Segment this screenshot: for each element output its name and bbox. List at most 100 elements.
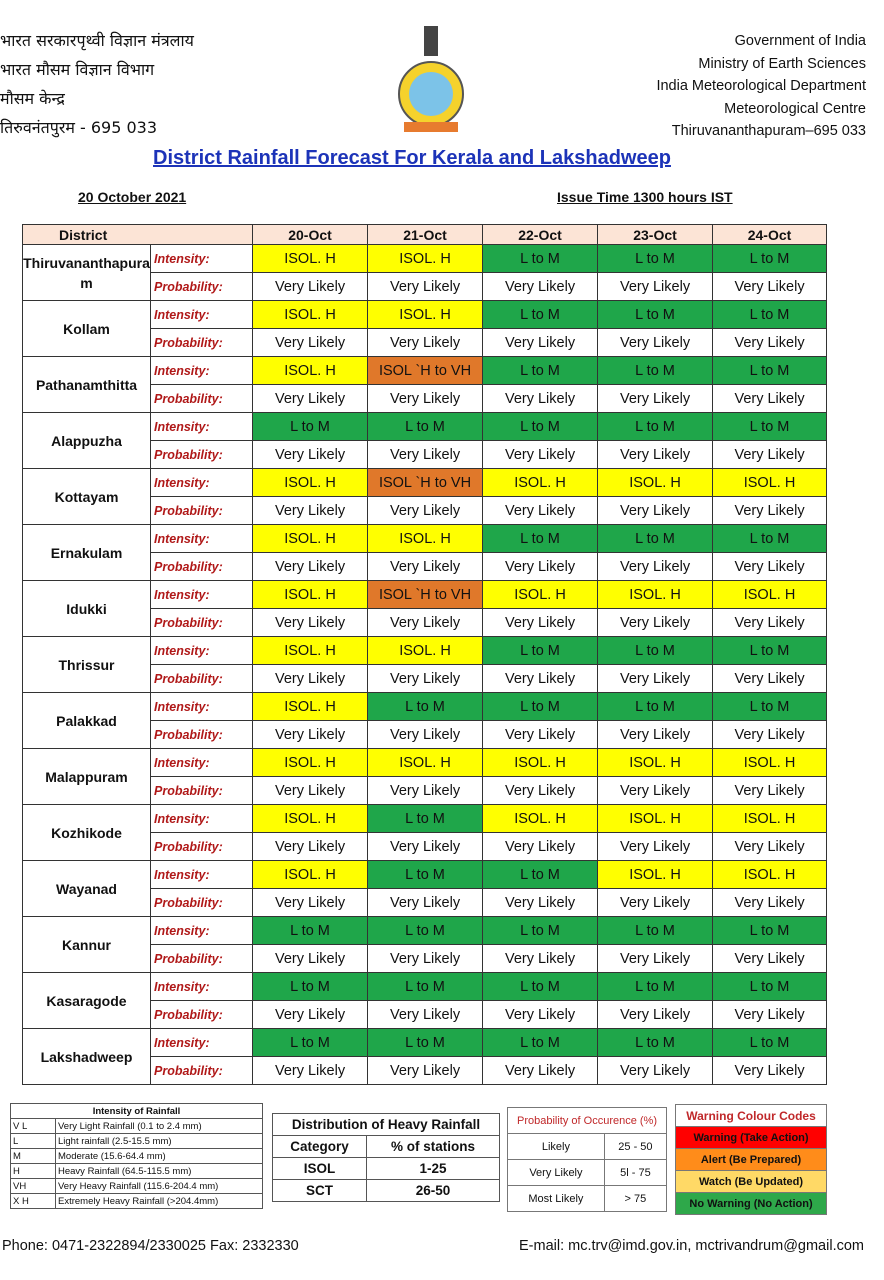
probability-cell: Very Likely	[482, 328, 599, 357]
intensity-cell: L to M	[597, 916, 714, 945]
district-name: Idukki	[22, 580, 151, 637]
intensity-cell: ISOL. H	[597, 804, 714, 833]
probability-cell: Very Likely	[712, 888, 828, 917]
hindi-line: भारत सरकारपृथ्वी विज्ञान मंत्रलाय	[0, 31, 194, 50]
probability-cell: Very Likely	[252, 1000, 369, 1029]
row-label: Intensity:	[149, 916, 254, 945]
intensity-cell: ISOL. H	[482, 748, 599, 777]
intensity-cell: L to M	[712, 356, 828, 385]
english-line: Thiruvananthapuram–695 033	[671, 123, 866, 139]
intensity-cell: L to M	[597, 412, 714, 441]
probability-cell: Very Likely	[367, 664, 484, 693]
probability-cell: Very Likely	[712, 552, 828, 581]
intensity-row: Idukki Intensity: ISOL. H ISOL `H to VH ISOL…	[22, 580, 828, 637]
row-label: Intensity:	[149, 300, 254, 329]
intensity-cell: ISOL. H	[597, 860, 714, 889]
intensity-cell: L to M	[252, 1028, 369, 1057]
legend-cell: > 75	[603, 1185, 668, 1212]
probability-cell: Very Likely	[252, 944, 369, 973]
legend-row: Alert (Be Prepared)	[675, 1148, 827, 1171]
probability-cell: Very Likely	[712, 832, 828, 861]
legend-title-row: Distribution of Heavy Rainfall	[272, 1113, 500, 1136]
probability-cell: Very Likely	[367, 552, 484, 581]
intensity-cell: L to M	[367, 916, 484, 945]
legend-row: M Moderate (15.6-64.4 mm)	[10, 1148, 263, 1164]
warning-item: Warning (Take Action)	[675, 1126, 827, 1149]
row-label: Probability:	[149, 1056, 254, 1085]
intensity-cell: L to M	[482, 860, 599, 889]
legend-cell: Moderate (15.6-64.4 mm)	[55, 1148, 263, 1164]
intensity-cell: L to M	[597, 1028, 714, 1057]
legend-title: Probability of Occurence (%)	[507, 1107, 667, 1134]
probability-cell: Very Likely	[367, 1056, 484, 1085]
probability-cell: Very Likely	[597, 888, 714, 917]
row-label: Intensity:	[149, 636, 254, 665]
legend-row: L Light rainfall (2.5-15.5 mm)	[10, 1133, 263, 1149]
legend-cell: 1-25	[366, 1157, 500, 1180]
intensity-cell: ISOL. H	[252, 580, 369, 609]
probability-cell: Very Likely	[252, 328, 369, 357]
warning-item: Watch (Be Updated)	[675, 1170, 827, 1193]
probability-cell: Very Likely	[252, 776, 369, 805]
intensity-cell: L to M	[482, 916, 599, 945]
intensity-cell: ISOL. H	[252, 524, 369, 553]
probability-cell: Very Likely	[712, 328, 828, 357]
probability-cell: Very Likely	[252, 384, 369, 413]
row-label: Probability:	[149, 664, 254, 693]
date-header: 20-Oct	[252, 224, 369, 245]
warning-item: Alert (Be Prepared)	[675, 1148, 827, 1171]
probability-cell: Very Likely	[482, 664, 599, 693]
district-name: Thiruvananthapuram	[22, 244, 151, 301]
intensity-cell: L to M	[367, 972, 484, 1001]
probability-legend: Probability of Occurence (%) Likely 25 - 5…	[507, 1107, 668, 1212]
intensity-cell: L to M	[482, 972, 599, 1001]
intensity-cell: ISOL. H	[252, 356, 369, 385]
probability-cell: Very Likely	[482, 272, 599, 301]
intensity-cell: ISOL. H	[252, 300, 369, 329]
probability-cell: Very Likely	[482, 1056, 599, 1085]
row-label: Probability:	[149, 888, 254, 917]
date-header: 24-Oct	[712, 224, 828, 245]
legend-cell: Likely	[507, 1133, 605, 1160]
probability-cell: Very Likely	[482, 720, 599, 749]
intensity-cell: L to M	[482, 1028, 599, 1057]
hindi-header: भारत सरकारपृथ्वी विज्ञान मंत्रलाय भारत मौ…	[0, 26, 194, 142]
legend-title: Distribution of Heavy Rainfall	[272, 1113, 500, 1136]
probability-row: Probability: Very Likely Very Likely Very L…	[23, 384, 828, 413]
probability-cell: Very Likely	[597, 944, 714, 973]
probability-cell: Very Likely	[712, 776, 828, 805]
intensity-cell: L to M	[712, 916, 828, 945]
probability-row: Probability: Very Likely Very Likely Very L…	[23, 328, 828, 357]
probability-cell: Very Likely	[367, 720, 484, 749]
probability-row: Probability: Very Likely Very Likely Very L…	[23, 440, 828, 469]
intensity-cell: ISOL. H	[367, 524, 484, 553]
probability-cell: Very Likely	[597, 384, 714, 413]
intensity-cell: L to M	[597, 692, 714, 721]
probability-cell: Very Likely	[367, 832, 484, 861]
legend-cell: M	[10, 1148, 56, 1164]
row-label: Intensity:	[149, 804, 254, 833]
probability-cell: Very Likely	[252, 832, 369, 861]
header-row: District 20-Oct 21-Oct 22-Oct 23-Oct 24-Oct	[21, 224, 828, 245]
probability-cell: Very Likely	[712, 272, 828, 301]
probability-row: Probability: Very Likely Very Likely Very L…	[23, 552, 828, 581]
legend-row: Watch (Be Updated)	[675, 1170, 827, 1193]
hindi-line: भारत मौसम विज्ञान विभाग	[0, 60, 155, 79]
row-label: Intensity:	[149, 860, 254, 889]
row-label: Probability:	[149, 720, 254, 749]
intensity-cell: L to M	[712, 412, 828, 441]
row-label: Probability:	[149, 944, 254, 973]
legend-row: X H Extremely Heavy Rainfall (>204.4mm)	[10, 1193, 263, 1209]
probability-cell: Very Likely	[482, 888, 599, 917]
date-header: 21-Oct	[367, 224, 484, 245]
legend-cell: Light rainfall (2.5-15.5 mm)	[55, 1133, 263, 1149]
warning-item: No Warning (No Action)	[675, 1192, 827, 1215]
probability-row: Probability: Very Likely Very Likely Very L…	[23, 944, 828, 973]
probability-cell: Very Likely	[597, 328, 714, 357]
intensity-cell: L to M	[367, 692, 484, 721]
date-header: 23-Oct	[597, 224, 714, 245]
